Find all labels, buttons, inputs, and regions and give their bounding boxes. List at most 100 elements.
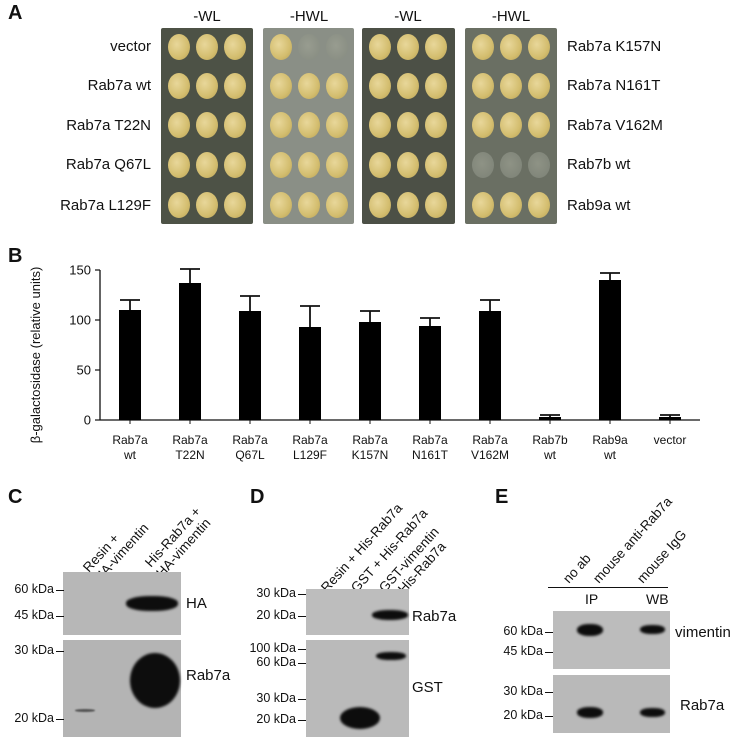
yeast-colony [472, 152, 494, 178]
panel-d-rab7a-band [372, 610, 408, 620]
marker-tick [298, 594, 306, 595]
x-tick-label: wt [603, 448, 617, 462]
x-tick-label: Rab7a [412, 433, 448, 447]
yeast-colony [425, 192, 447, 218]
panel-d-marker: 20 kDa [256, 608, 296, 622]
panel-e-blot-label: Rab7a [680, 697, 725, 714]
panel-b-letter: B [8, 245, 23, 267]
x-tick-label: L129F [293, 448, 327, 462]
yeast-colony [270, 152, 292, 178]
panel-a-left-label: Rab7a L129F [60, 197, 151, 214]
x-tick-label: K157N [352, 448, 389, 462]
yeast-colony [472, 73, 494, 99]
marker-tick [56, 616, 64, 617]
marker-tick [56, 590, 64, 591]
panel-d-blot-label: Rab7a [412, 608, 457, 625]
yeast-colony [500, 34, 522, 60]
yeast-colony [472, 112, 494, 138]
bar [599, 280, 621, 420]
x-tick-label: Rab7a [112, 433, 148, 447]
y-axis-label: β-galactosidase (relative units) [28, 267, 43, 444]
yeast-colony [326, 73, 348, 99]
panel-c-marker: 60 kDa [14, 582, 54, 596]
bar [179, 283, 201, 420]
panel-a-left-label: Rab7a T22N [66, 117, 151, 134]
bar [239, 311, 261, 420]
panel-a-left-label: Rab7a Q67L [65, 156, 151, 173]
panel-e-vimentin-blot [553, 611, 670, 669]
panel-e-rab7a-blot [553, 675, 670, 733]
yeast-colony [500, 192, 522, 218]
marker-tick [56, 651, 64, 652]
panel-e-lane-label: no ab [560, 550, 594, 587]
x-tick-label: wt [123, 448, 137, 462]
marker-tick [298, 663, 306, 664]
panel-d-gst-vimentin-band [376, 652, 406, 660]
yeast-colony [168, 112, 190, 138]
yeast-colony [196, 152, 218, 178]
yeast-colony [326, 34, 348, 60]
x-tick-label: Rab7b [532, 433, 568, 447]
bar [419, 326, 441, 420]
panel-e-wb-rab7a-band [640, 708, 665, 717]
yeast-colony [326, 192, 348, 218]
panel-a-left-label: vector [110, 38, 151, 55]
x-tick-label: Rab7a [352, 433, 388, 447]
x-tick-label: wt [543, 448, 557, 462]
yeast-colony [397, 34, 419, 60]
yeast-colony [528, 192, 550, 218]
panel-c-blot-label: HA [186, 595, 207, 612]
panel-c-faint-band [75, 709, 95, 712]
panel-a-right-label: Rab7a V162M [567, 117, 663, 134]
marker-tick [545, 632, 553, 633]
panel-d-blot-label: GST [412, 679, 443, 696]
yeast-colony [528, 34, 550, 60]
yeast-colony [168, 34, 190, 60]
panel-e-marker: 20 kDa [503, 708, 543, 722]
panel-c-marker: 20 kDa [14, 711, 54, 725]
panel-e-ip-vimentin-band [577, 624, 603, 636]
ip-group-label: IP [585, 591, 599, 607]
yeast-colony [528, 112, 550, 138]
yeast-colony [528, 152, 550, 178]
x-tick-label: T22N [175, 448, 204, 462]
panel-d-marker: 60 kDa [256, 655, 296, 669]
panel-c-marker: 45 kDa [14, 608, 54, 622]
panel-d-marker: 30 kDa [256, 586, 296, 600]
x-tick-label: Rab9a [592, 433, 628, 447]
yeast-colony [270, 192, 292, 218]
panel-e-marker: 60 kDa [503, 624, 543, 638]
yeast-colony [326, 152, 348, 178]
panel-a-right-label: Rab7b wt [567, 156, 631, 173]
yeast-colony [472, 34, 494, 60]
y-tick-label: 50 [77, 363, 91, 378]
yeast-colony [298, 192, 320, 218]
panel-d-marker: 20 kDa [256, 712, 296, 726]
bar [359, 322, 381, 420]
yeast-colony [168, 152, 190, 178]
x-tick-label: Rab7a [472, 433, 508, 447]
panel-e-marker: 45 kDa [503, 644, 543, 658]
yeast-colony [298, 112, 320, 138]
panel-a-letter: A [8, 2, 23, 24]
yeast-colony [326, 112, 348, 138]
yeast-colony [196, 34, 218, 60]
panel-a-right-label: Rab7a N161T [567, 77, 661, 94]
yeast-colony [500, 112, 522, 138]
ip-group-bar [548, 587, 668, 588]
yeast-colony [270, 112, 292, 138]
yeast-colony [397, 112, 419, 138]
yeast-colony [270, 73, 292, 99]
panel-a-left-label: Rab7a wt [87, 77, 151, 94]
x-tick-label: N161T [412, 448, 449, 462]
yeast-colony [270, 34, 292, 60]
yeast-colony [196, 192, 218, 218]
x-tick-label: vector [654, 433, 687, 447]
yeast-colony [224, 73, 246, 99]
marker-tick [545, 716, 553, 717]
yeast-colony [224, 152, 246, 178]
marker-tick [545, 692, 553, 693]
marker-tick [545, 652, 553, 653]
panel-a-column-header: -HWL [289, 8, 329, 25]
yeast-colony [168, 73, 190, 99]
